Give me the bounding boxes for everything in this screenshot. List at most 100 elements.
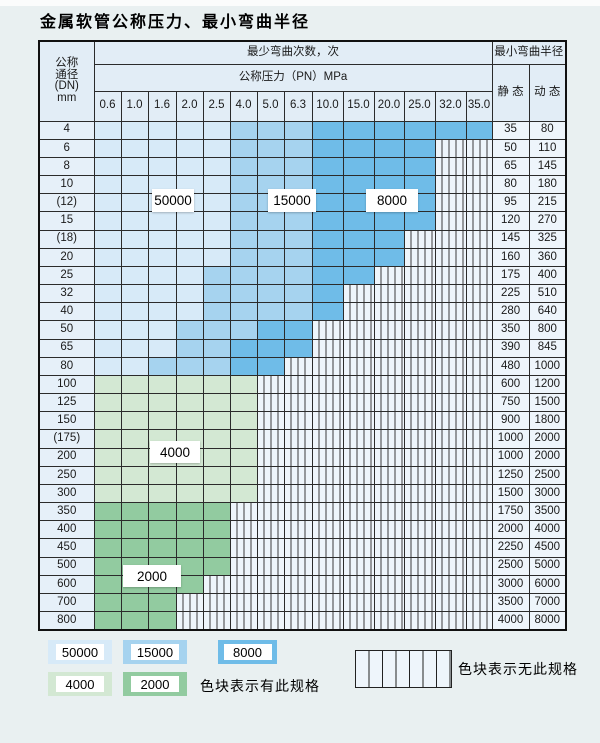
- cycle-cell: [175, 465, 204, 485]
- static-value-cell: 600: [491, 374, 530, 395]
- no-spec-cell: [283, 411, 313, 431]
- no-spec-cell: [465, 320, 493, 340]
- cycle-cell: [373, 247, 405, 267]
- cycle-cell: [175, 520, 204, 540]
- cycle-cell: [229, 338, 258, 358]
- no-spec-cell: [434, 411, 467, 431]
- cycle-cell: [342, 156, 375, 177]
- cycle-cell: [93, 338, 122, 358]
- no-spec-cell: [434, 592, 467, 613]
- static-value-cell: 225: [491, 284, 530, 304]
- cycle-cell: [175, 247, 204, 267]
- cycle-cell: [93, 211, 122, 231]
- cycle-cell: [256, 138, 285, 158]
- cycle-cell: [93, 156, 122, 177]
- static-value-cell: 480: [491, 356, 530, 376]
- static-value-cell: 1750: [491, 502, 530, 522]
- cycle-cell: [147, 211, 177, 231]
- no-spec-cell: [465, 556, 493, 576]
- no-spec-cell: [256, 411, 285, 431]
- cycle-cell: [465, 120, 493, 140]
- cycle-cell: [229, 193, 258, 213]
- no-spec-cell: [373, 356, 405, 376]
- cycle-cell: [403, 211, 436, 231]
- cycle-label-15000: 15000: [268, 189, 316, 212]
- no-spec-cell: [256, 502, 285, 522]
- cycle-cell: [256, 247, 285, 267]
- no-spec-cell: [283, 465, 313, 485]
- no-spec-cell: [283, 556, 313, 576]
- static-value-cell: 1000: [491, 429, 530, 449]
- dynamic-value-cell: 1800: [528, 411, 567, 431]
- no-spec-cell: [434, 538, 467, 558]
- no-spec-cell: [342, 429, 375, 449]
- no-spec-cell: [283, 520, 313, 540]
- cycle-cell: [120, 393, 149, 413]
- cycle-cell: [120, 465, 149, 485]
- table-row: 125 750 1500: [38, 393, 567, 413]
- no-spec-cell: [465, 447, 493, 467]
- cycle-cell: [175, 211, 204, 231]
- pressure-header-value: 15.0: [342, 90, 375, 122]
- pressure-values-row: 0.6 1.0 1.6 2.0 2.5 4.0 5.0 6.3 10.0 15.0 20.0 25.0…: [39, 90, 566, 122]
- cycle-cell: [283, 138, 313, 158]
- no-spec-cell: [283, 356, 313, 376]
- table-row: 15 120 270: [38, 211, 567, 231]
- cycle-cell: [93, 193, 122, 213]
- cycle-cell: [93, 429, 122, 449]
- no-spec-cell: [256, 465, 285, 485]
- no-spec-cell: [283, 574, 313, 594]
- cycle-cell: [120, 247, 149, 267]
- cycle-cell: [147, 611, 177, 631]
- cycle-cell: [120, 483, 149, 504]
- dn-header-line4: mm: [57, 91, 77, 104]
- no-spec-cell: [229, 520, 258, 540]
- cycle-cell: [373, 211, 405, 231]
- spec-table-wrap: 公称 通径 (DN) mm 最少弯曲次数，次 最小弯曲半径 公称压力（PN）MP…: [38, 40, 568, 631]
- cycle-cell: [202, 374, 231, 395]
- no-spec-cell: [373, 592, 405, 613]
- table-row: 600 3000 6000: [38, 574, 567, 594]
- dn-cell: 100: [38, 374, 95, 395]
- no-spec-cell: [373, 483, 405, 504]
- no-spec-cell: [373, 429, 405, 449]
- cycle-cell: [120, 138, 149, 158]
- static-value-cell: 4000: [491, 611, 530, 631]
- legend-swatch-50000: 50000: [48, 640, 112, 664]
- cycle-cell: [342, 265, 375, 286]
- cycle-cell: [175, 320, 204, 340]
- cycle-cell: [147, 302, 177, 322]
- cycle-cell: [202, 538, 231, 558]
- dn-cell: 4: [38, 120, 95, 140]
- cycle-cell: [120, 538, 149, 558]
- no-spec-cell: [403, 520, 436, 540]
- no-spec-cell: [283, 592, 313, 613]
- no-spec-cell: [434, 320, 467, 340]
- no-spec-cell: [373, 393, 405, 413]
- no-spec-cell: [342, 302, 375, 322]
- no-spec-cell: [256, 592, 285, 613]
- table-row: 800 4000 8000: [38, 611, 567, 631]
- cycle-cell: [175, 356, 204, 376]
- cycle-cell: [202, 483, 231, 504]
- no-spec-cell: [434, 611, 467, 631]
- no-spec-cell: [403, 284, 436, 304]
- dynamic-value-cell: 360: [528, 247, 567, 267]
- no-spec-cell: [373, 447, 405, 467]
- dynamic-value-cell: 2000: [528, 429, 567, 449]
- cycle-cell: [175, 374, 204, 395]
- no-spec-cell: [283, 429, 313, 449]
- dynamic-value-cell: 7000: [528, 592, 567, 613]
- cycle-cell: [256, 338, 285, 358]
- cycle-cell: [93, 592, 122, 613]
- dn-cell: 32: [38, 284, 95, 304]
- no-spec-cell: [342, 338, 375, 358]
- no-spec-cell: [283, 483, 313, 504]
- cycle-cell: [93, 247, 122, 267]
- dynamic-value-cell: 800: [528, 320, 567, 340]
- no-spec-cell: [311, 393, 344, 413]
- cycle-cell: [202, 465, 231, 485]
- pressure-header-value: 20.0: [373, 90, 405, 122]
- static-value-cell: 145: [491, 229, 530, 249]
- no-spec-cell: [229, 556, 258, 576]
